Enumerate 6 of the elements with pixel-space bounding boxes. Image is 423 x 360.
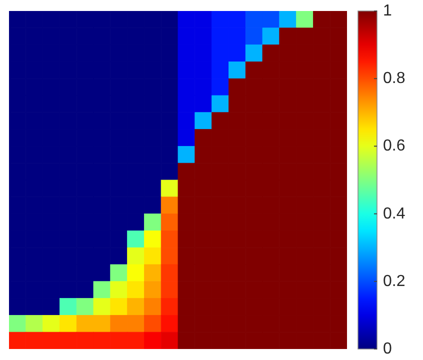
color-bar-label: 0.8 [383, 70, 406, 88]
color-bar-label: 0.4 [383, 205, 406, 222]
color-bar-label: 0.2 [383, 272, 406, 290]
color-bar-label: 0 [383, 340, 392, 358]
color-bar-label: 1 [383, 2, 392, 20]
color-bar-label: 0.6 [383, 138, 406, 155]
